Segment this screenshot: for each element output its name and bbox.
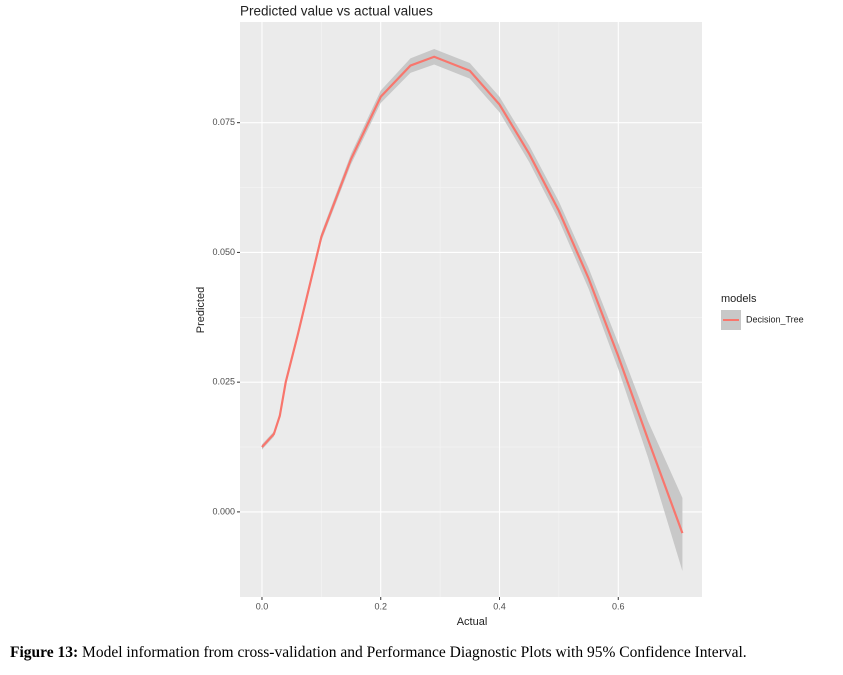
legend-label: Decision_Tree — [746, 314, 804, 324]
x-tick-label: 0.6 — [612, 601, 625, 611]
y-axis-title: Predicted — [195, 287, 207, 333]
caption-label: Figure 13: — [10, 644, 79, 661]
y-tick-label: 0.075 — [212, 117, 235, 127]
plot-panel — [240, 22, 702, 597]
x-tick-label: 0.2 — [374, 601, 387, 611]
y-tick-label: 0.000 — [212, 506, 235, 516]
y-tick-label: 0.025 — [212, 377, 235, 387]
confidence-band — [261, 48, 683, 572]
legend-title: models — [721, 293, 757, 305]
x-tick-label: 0.0 — [256, 601, 269, 611]
y-tick-label: 0.050 — [212, 247, 235, 257]
caption-text: Model information from cross-validation … — [78, 644, 747, 661]
chart: Predicted value vs actual values Actual … — [195, 4, 804, 628]
line — [261, 55, 684, 534]
x-tick-label: 0.4 — [493, 601, 506, 611]
x-axis-title: Actual — [457, 616, 488, 628]
caption: Figure 13: Model information from cross-… — [10, 644, 747, 662]
chart-title: Predicted value vs actual values — [240, 4, 433, 19]
